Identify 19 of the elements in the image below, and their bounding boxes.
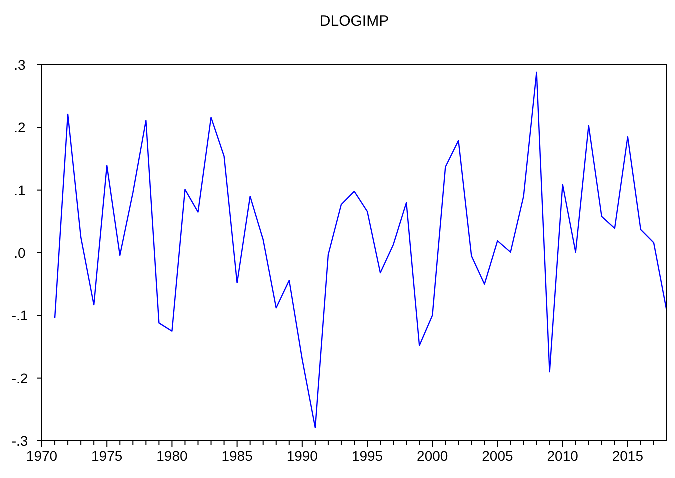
x-tick-label: 1980 [156,448,188,464]
y-tick-label: -.3 [12,433,28,449]
x-tick-label: 1985 [222,448,254,464]
x-tick-label: 1995 [352,448,384,464]
line-series [54,72,668,428]
y-tick-label: .3 [14,57,26,73]
y-tick-label: -.2 [12,370,28,386]
y-tick-label: .1 [14,182,26,198]
x-tick-label: 2005 [482,448,514,464]
x-tick-label: 2015 [612,448,644,464]
chart-title: DLOGIMP [320,13,390,30]
x-tick-label: 1990 [286,448,318,464]
y-tick-label: -.1 [12,308,28,324]
x-tick-label: 2010 [547,448,579,464]
y-tick-label: .2 [14,120,26,136]
x-tick-label: 1970 [26,448,58,464]
y-tick-label: .0 [14,245,26,261]
x-tick-label: 2000 [417,448,448,464]
x-tick-label: 1975 [92,448,123,464]
